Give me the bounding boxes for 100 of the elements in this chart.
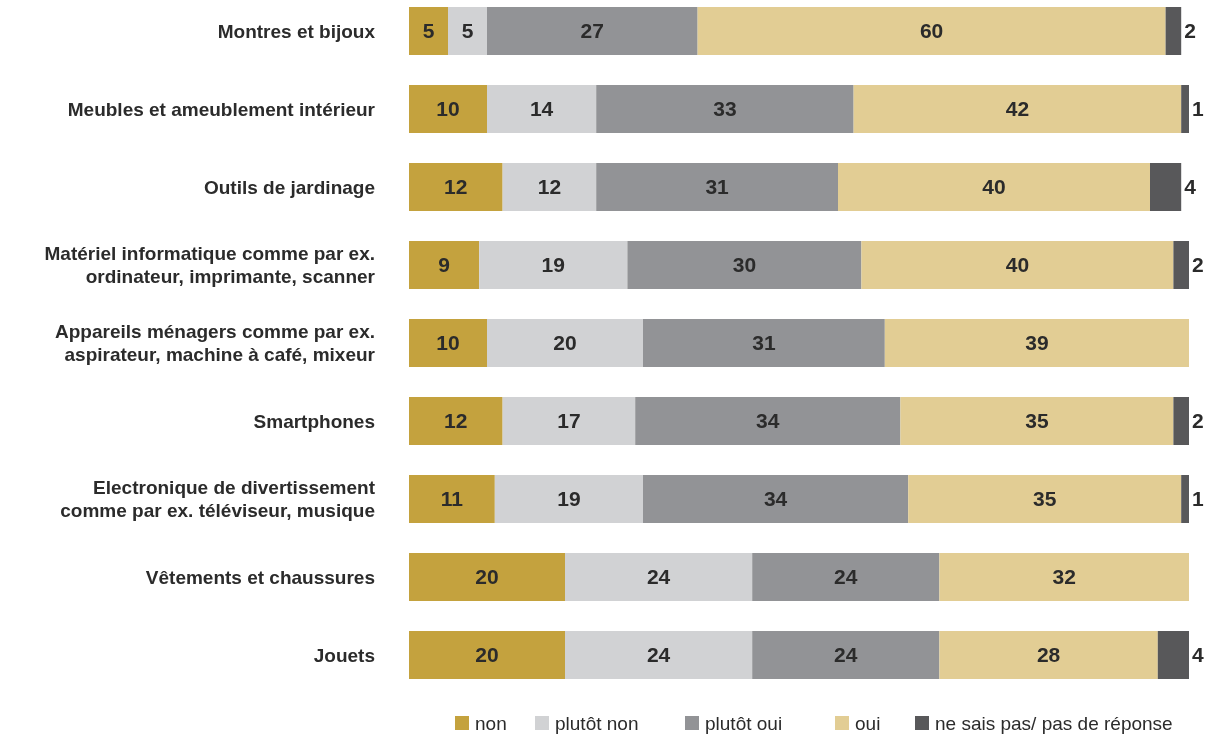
bar [502,397,636,445]
y-tick-label: Matériel informatique comme par ex. ordinateur, imprimante, scanner [44,243,376,288]
data-label: 32 [1052,565,1076,589]
bar [627,241,862,289]
bar [596,163,838,211]
bar [884,319,1189,367]
data-label: 24 [646,643,671,667]
data-label: 5 [461,19,474,43]
data-label: 35 [1033,487,1057,511]
data-label: 34 [756,409,780,433]
data-label: 35 [1025,409,1049,433]
data-label: 19 [557,487,581,511]
bar [1181,475,1189,523]
bar [1165,7,1182,55]
data-label: 2 [1192,253,1204,277]
y-tick-label: Appareils ménagers comme par ex. aspirateur, machine à café, mixeur [55,321,376,366]
bar [752,631,940,679]
bar [1181,85,1189,133]
bar [409,7,448,55]
bar [409,85,487,133]
bar [939,631,1158,679]
bar [409,163,503,211]
bar [643,319,885,367]
bar [1150,163,1182,211]
y-tick-label: Vêtements et chaussures [145,566,375,588]
bar [939,553,1189,601]
data-label: 17 [557,409,581,433]
bar [643,475,909,523]
bar [409,319,487,367]
legend-label: oui [855,712,881,734]
bar [596,85,854,133]
legend-label: non [475,712,507,734]
bar [1173,241,1189,289]
data-label: 10 [436,331,460,355]
data-label: 14 [529,97,554,121]
bar [697,7,1166,55]
data-label: 2 [1192,409,1204,433]
data-label: 1 [1192,487,1204,511]
data-label: 20 [553,331,577,355]
data-label: 12 [444,175,468,199]
data-label: 31 [752,331,776,355]
data-label: 19 [541,253,565,277]
bar [861,241,1174,289]
bar [409,631,565,679]
legend-label: ne sais pas/ pas de réponse [935,712,1173,734]
bar [487,7,698,55]
bar [900,397,1174,445]
legend-label: plutôt non [555,712,639,734]
bar [409,553,565,601]
bar [487,319,643,367]
bar [908,475,1182,523]
data-label: 24 [834,643,858,667]
bar [565,631,753,679]
bar [409,241,480,289]
bar [448,7,487,55]
bar [853,85,1182,133]
data-label: 24 [834,565,858,589]
data-label: 1 [1192,97,1204,121]
data-label: 11 [440,487,464,511]
bar [1157,631,1189,679]
data-label: 27 [580,19,604,43]
bar [409,397,503,445]
bar [752,553,940,601]
y-tick-label: Meubles et ameublement intérieur [67,98,376,120]
y-tick-label: Outils de jardinage [203,176,375,198]
data-label: 20 [475,565,499,589]
data-label: 4 [1184,175,1197,199]
bar [1173,397,1189,445]
data-label: 12 [444,409,468,433]
data-label: 5 [422,19,435,43]
data-label: 30 [732,253,757,277]
y-tick-label: Smartphones [253,410,375,432]
data-label: 31 [705,175,730,199]
bar [487,85,597,133]
bar [635,397,901,445]
data-label: 42 [1005,97,1030,121]
data-label: 4 [1192,643,1204,667]
bar [565,553,753,601]
data-label: 40 [1005,253,1030,277]
y-tick-label: Montres et bijoux [217,20,376,42]
bar [838,163,1150,211]
data-label: 2 [1184,19,1196,43]
data-label: 24 [646,565,671,589]
data-label: 40 [982,175,1006,199]
data-label: 9 [438,253,450,277]
y-tick-label: Electronique de divertissement comme par ex. téléviseur, musique [60,477,376,522]
data-label: 60 [919,19,944,43]
y-tick-label: Jouets [313,644,375,666]
bar [494,475,643,523]
data-label: 33 [713,97,737,121]
data-label: 28 [1036,643,1061,667]
bar [502,163,597,211]
legend-label: plutôt oui [705,712,783,734]
bar [409,475,495,523]
data-label: 12 [537,175,562,199]
data-label: 10 [436,97,460,121]
data-label: 34 [763,487,788,511]
data-label: 20 [475,643,499,667]
bar [479,241,628,289]
data-label: 39 [1025,331,1049,355]
